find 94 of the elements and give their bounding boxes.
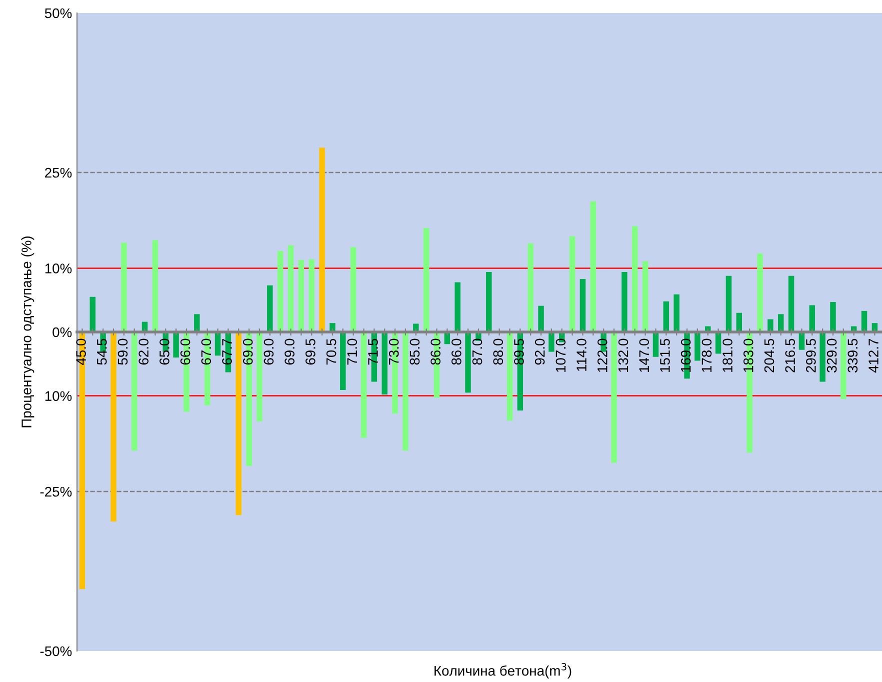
bar xyxy=(611,332,617,463)
x-tick-label: 412.7 xyxy=(868,338,878,373)
bar xyxy=(768,319,774,332)
x-tick-label: 329.0 xyxy=(826,338,837,372)
bar xyxy=(809,305,816,332)
bar xyxy=(840,332,846,399)
x-tick-label: 204.5 xyxy=(764,338,774,372)
bar xyxy=(308,259,314,332)
x-tick-label: 85.0 xyxy=(410,338,420,365)
x-tick-label: 178.0 xyxy=(702,338,712,372)
bar xyxy=(465,332,471,393)
x-tick-label: 67.0 xyxy=(201,338,212,365)
bar xyxy=(256,332,262,422)
bar xyxy=(506,332,513,421)
x-tick-label: 169.0 xyxy=(680,338,691,372)
bar xyxy=(538,306,544,332)
bar xyxy=(267,285,273,332)
bar xyxy=(194,314,200,332)
x-tick-label: 45.0 xyxy=(76,338,86,365)
bar xyxy=(820,332,826,382)
bar xyxy=(173,332,179,358)
bar xyxy=(340,332,346,390)
x-tick-label: 65.0 xyxy=(160,338,170,365)
x-tick-label: 87.0 xyxy=(472,338,482,365)
bar xyxy=(110,332,116,522)
bar xyxy=(622,272,628,332)
bar xyxy=(788,276,794,332)
bar xyxy=(298,260,304,332)
x-tick-label: 216.5 xyxy=(785,338,796,372)
x-tick-label: 151.5 xyxy=(660,338,670,372)
y-tick-label: 10% xyxy=(45,391,72,401)
x-tick-label: 92.0 xyxy=(534,338,545,365)
bar xyxy=(454,282,460,332)
bar xyxy=(152,240,158,332)
y-tick-label: 25% xyxy=(45,168,72,178)
bar xyxy=(590,201,596,332)
x-tick-label: 71.5 xyxy=(368,338,378,365)
x-tick-label: 339.5 xyxy=(848,338,858,372)
bar xyxy=(319,148,325,332)
x-tick-label: 62.0 xyxy=(138,338,149,365)
x-tick-label: 183.0 xyxy=(743,338,754,372)
bar xyxy=(642,261,648,332)
x-tick-label: 147.0 xyxy=(639,338,650,372)
x-tick-label: 59.0 xyxy=(118,338,128,365)
bar xyxy=(90,296,96,332)
bar xyxy=(674,294,680,332)
bar xyxy=(360,332,367,438)
bar xyxy=(663,301,670,332)
x-tick-label: 69.0 xyxy=(242,338,253,365)
bar xyxy=(528,243,534,332)
x-tick-label: 67.7 xyxy=(222,338,232,365)
bar xyxy=(580,279,586,332)
x-tick-label: 107.0 xyxy=(556,338,566,372)
bar xyxy=(382,332,388,395)
bar xyxy=(350,247,356,332)
bar xyxy=(131,332,138,451)
x-tick-label: 69.5 xyxy=(306,338,316,365)
bar xyxy=(402,332,408,451)
y-tick-label: -25% xyxy=(40,486,72,497)
x-tick-label: 86.0 xyxy=(451,338,462,365)
bar xyxy=(632,226,638,332)
x-tick-label: 181.0 xyxy=(722,338,732,372)
bar xyxy=(726,276,732,332)
bar xyxy=(486,272,492,332)
bar xyxy=(548,332,554,352)
bar xyxy=(423,228,430,332)
y-axis-title: Процентуално одступање (%) xyxy=(21,236,34,428)
bar xyxy=(277,250,284,332)
y-tick-label: 10% xyxy=(45,264,72,274)
x-tick-label: 114.0 xyxy=(576,338,586,371)
y-tick-label: 0% xyxy=(52,327,72,338)
x-tick-label: 54.5 xyxy=(97,338,107,365)
x-tick-label: 70.5 xyxy=(326,338,336,365)
x-tick-label: 89.5 xyxy=(514,338,524,365)
x-tick-label: 73.0 xyxy=(388,338,399,365)
bar xyxy=(569,236,576,332)
x-tick-label: 86.0 xyxy=(430,338,440,365)
x-axis-title: Количина бетона(m$^{3}$) xyxy=(434,663,572,678)
x-tick-label: 122.0 xyxy=(597,338,608,372)
x-tick-label: 66.0 xyxy=(180,338,190,365)
x-tick-label: 299.5 xyxy=(806,338,816,372)
bar xyxy=(121,242,127,332)
x-tick-label: 69.0 xyxy=(264,338,274,365)
bar xyxy=(288,245,294,332)
y-tick-label: -50% xyxy=(40,646,72,656)
y-tick-label: 50% xyxy=(44,8,72,18)
x-tick-label: 88.0 xyxy=(493,338,504,365)
x-tick-label: 132.0 xyxy=(618,338,628,372)
x-tick-label: 71.0 xyxy=(347,338,358,365)
bar xyxy=(830,302,836,332)
x-tick-label: 69.0 xyxy=(284,338,294,365)
bar xyxy=(694,332,700,361)
bar xyxy=(757,254,763,332)
bar xyxy=(236,332,242,516)
